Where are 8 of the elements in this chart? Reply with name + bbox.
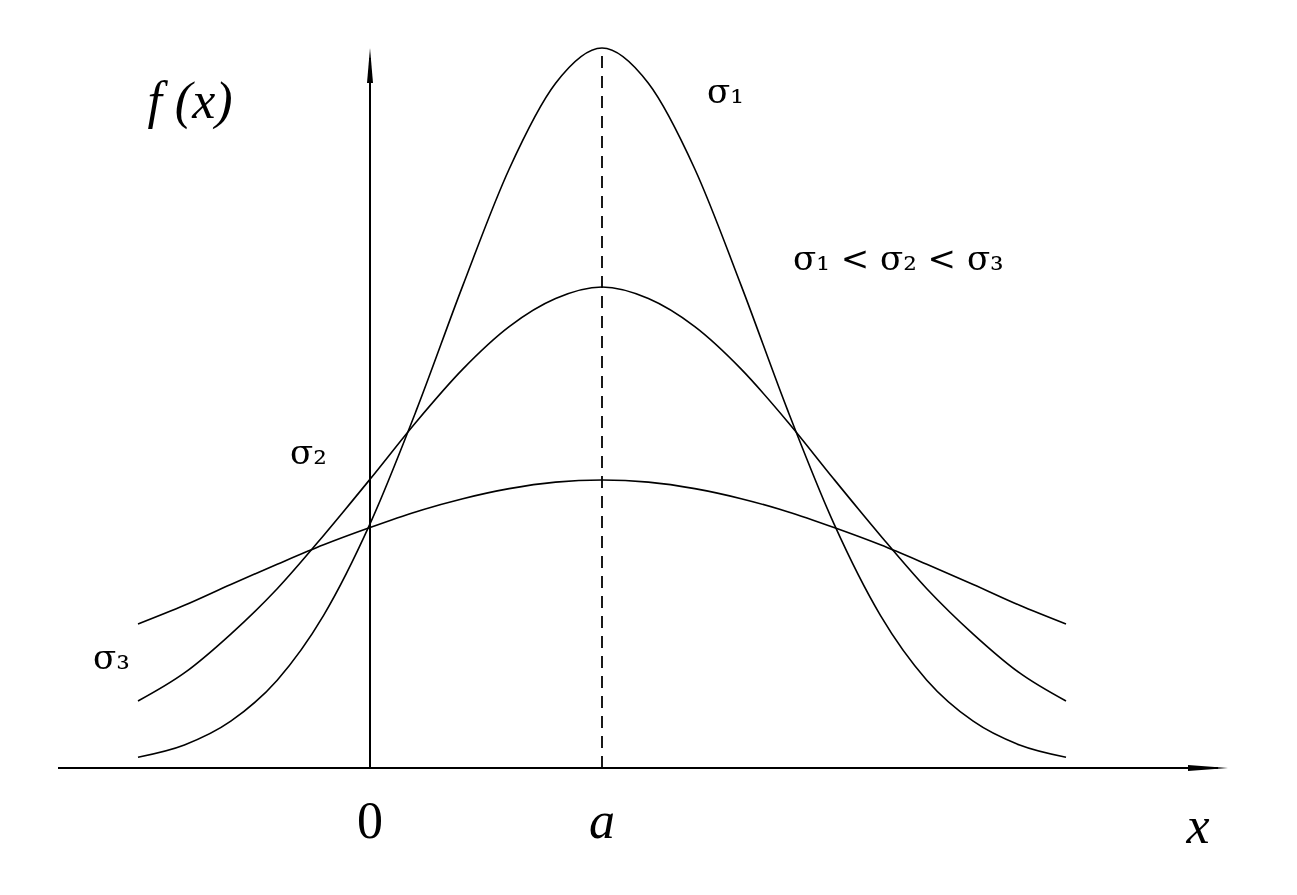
series-label: σ₁	[707, 71, 744, 111]
x-tick-label: a	[589, 792, 615, 849]
annotation: σ₁ < σ₂ < σ₃	[793, 238, 1004, 278]
x-axis-title: x	[1185, 797, 1210, 854]
series-label: σ₃	[93, 637, 130, 677]
y-axis-title: f (x)	[147, 72, 233, 130]
series-label: σ₂	[290, 432, 327, 473]
x-tick-label: 0	[357, 792, 383, 849]
